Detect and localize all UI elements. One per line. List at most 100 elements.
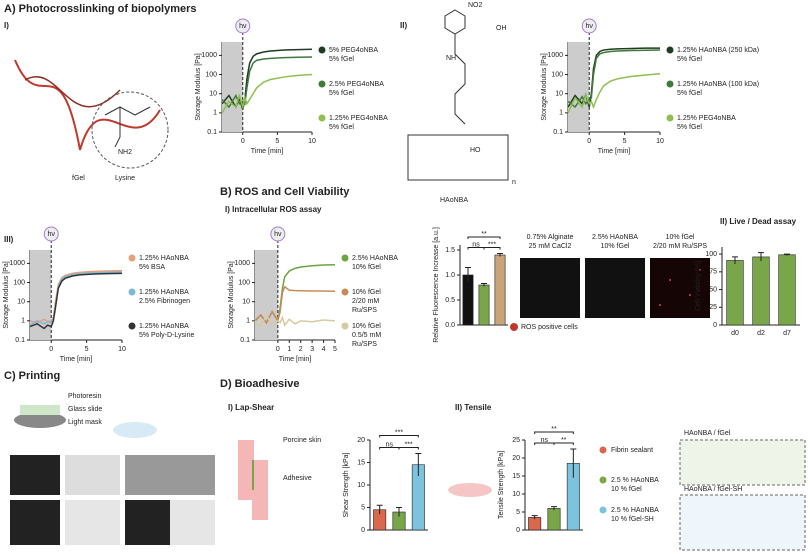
significance-bracket	[483, 247, 501, 250]
y-axis-label: Storage Modulus [Pa]	[3, 261, 10, 328]
x-tick-label: 5	[85, 346, 89, 353]
label: 10% fGel	[666, 234, 695, 241]
y-tick-label: 15	[512, 473, 520, 480]
bar	[478, 284, 490, 326]
y-tick-label: 10	[209, 91, 217, 98]
y-tick-label: 1000	[234, 260, 250, 267]
panel-label: I) Intracellular ROS assay	[225, 205, 322, 214]
y-tick-label: 0.5	[445, 297, 455, 304]
error-bar	[531, 515, 538, 520]
panel-label: I)	[4, 21, 9, 30]
error-bar	[481, 283, 487, 287]
legend-label: Ru/SPS	[352, 307, 377, 314]
panel-label: II) Tensile	[455, 403, 492, 412]
y-tick-label: 1.5	[445, 247, 455, 254]
legend-label: 5% fGel	[329, 56, 354, 63]
panel-title: A) Photocrosslinking of biopolymers	[4, 3, 197, 15]
y-axis-label: Storage Modulus [Pa]	[195, 53, 202, 120]
significance-bracket	[398, 447, 419, 450]
light-label: hν	[48, 231, 56, 238]
x-axis-label: Time [min]	[598, 148, 630, 155]
legend-label: 5% fGel	[329, 124, 354, 131]
panel-title: C) Printing	[4, 370, 60, 382]
legend-label: 1.25% HAoNBA (100 kDa)	[677, 81, 759, 88]
y-tick-label: 0	[713, 322, 717, 329]
y-axis-label: Storage Modulus [Pa]	[541, 53, 548, 120]
y-tick-label: 0.1	[207, 129, 217, 136]
x-tick-label: 0	[587, 138, 591, 145]
label: NO2	[468, 2, 483, 9]
label: 0.75% Alginate	[527, 234, 574, 241]
y-tick-label: 20	[357, 437, 365, 444]
x-tick-label: 1	[287, 346, 291, 353]
y-tick-label: 5	[361, 504, 365, 511]
panel-label: II) Live / Dead assay	[720, 217, 797, 226]
y-tick-label: 0.1	[553, 129, 563, 136]
legend-label: 5% fGel	[677, 56, 702, 63]
x-axis-label: Time [min]	[60, 356, 92, 363]
legend-label: 5% BSA	[139, 264, 165, 271]
x-tick-label: 5	[333, 346, 337, 353]
bar	[726, 260, 744, 326]
x-tick-label: 0	[241, 138, 245, 145]
y-tick-label: 1.0	[445, 272, 455, 279]
legend-label: 2.5 % HAoNBA	[611, 507, 659, 514]
x-tick-label: d7	[783, 330, 791, 337]
y-tick-label: 1000	[201, 52, 217, 59]
legend-label: 10 % fGel	[611, 486, 642, 493]
y-tick-label: 1000	[9, 260, 25, 267]
bulb	[43, 226, 59, 242]
label: Light mask	[68, 419, 102, 426]
panel-title: D) Bioadhesive	[220, 378, 299, 390]
y-tick-label: 10	[242, 299, 250, 306]
label: Lysine	[115, 175, 135, 182]
legend-label: 5% PEG4oNBA	[329, 47, 378, 54]
series-line	[254, 313, 336, 328]
dark-phase	[222, 42, 243, 132]
significance-label: ns	[386, 441, 394, 448]
panel-title: B) ROS and Cell Viability	[220, 186, 350, 198]
y-tick-label: 1000	[547, 52, 563, 59]
y-tick-label: 0	[361, 527, 365, 534]
y-tick-label: 100	[238, 279, 250, 286]
error-bar	[758, 252, 764, 262]
legend-label: 1.25% PEG4oNBA	[329, 115, 388, 122]
x-tick-label: 0	[276, 346, 280, 353]
error-bar	[570, 448, 577, 478]
legend-marker	[599, 476, 607, 484]
significance-label: ns	[541, 437, 549, 444]
y-tick-label: 75	[709, 269, 717, 276]
panel-label: II)	[400, 21, 407, 30]
x-tick-label: 4	[322, 346, 326, 353]
bar	[528, 517, 542, 531]
label: HAoNBA / fGel	[684, 430, 731, 437]
label: 10% fGel	[601, 243, 630, 250]
y-tick-label: 25	[709, 304, 717, 311]
legend-label: 10% fGel	[352, 289, 381, 296]
significance-label: ns	[472, 241, 480, 248]
legend-label: 2/20 mM	[352, 298, 379, 305]
error-bar	[732, 256, 738, 265]
bar	[547, 508, 561, 531]
legend-label: Ru/SPS	[352, 341, 377, 348]
legend-label: 10% fGel	[352, 264, 381, 271]
series-line	[221, 73, 313, 114]
y-tick-label: 0.1	[15, 337, 25, 344]
significance-bracket	[467, 236, 501, 239]
legend-marker	[599, 506, 607, 514]
y-tick-label: 50	[709, 286, 717, 293]
dark-phase	[30, 250, 52, 340]
bulb	[235, 18, 251, 34]
legend-label: 2.5% HAoNBA	[352, 255, 398, 262]
x-axis-label: Time [min]	[251, 148, 283, 155]
legend-marker	[599, 446, 607, 454]
error-bar	[551, 506, 557, 511]
legend-marker	[128, 288, 136, 296]
legend-marker	[318, 46, 326, 54]
x-tick-label: 5	[623, 138, 627, 145]
series-line	[29, 269, 123, 324]
series-line	[29, 272, 123, 330]
series-line	[567, 73, 661, 114]
significance-label: ***	[405, 441, 413, 448]
